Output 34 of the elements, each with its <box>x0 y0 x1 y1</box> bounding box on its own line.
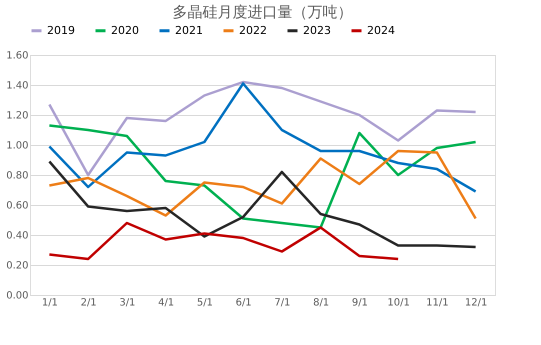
x-tick-label: 4/1 <box>158 298 174 308</box>
line-series <box>48 222 400 260</box>
legend-label: 2022 <box>239 24 267 37</box>
x-tick-label: 8/1 <box>313 298 330 308</box>
y-tick-label: 0.00 <box>6 290 28 302</box>
line-series <box>48 160 477 248</box>
line-series <box>48 82 477 193</box>
y-tick-label: 0.60 <box>6 200 28 212</box>
y-tick-label: 1.40 <box>6 80 28 92</box>
y-tick-label: 1.20 <box>6 110 28 122</box>
y-tick-label: 1.00 <box>6 140 28 152</box>
legend-label: 2023 <box>303 24 331 37</box>
x-tick-label: 3/1 <box>119 298 136 308</box>
line-series <box>48 80 477 176</box>
x-tick-label: 6/1 <box>236 298 252 308</box>
legend-label: 2020 <box>111 24 139 37</box>
y-tick-label: 1.60 <box>6 50 28 62</box>
x-tick-label: 9/1 <box>352 298 368 308</box>
y-tick-label: 0.80 <box>6 170 28 182</box>
x-tick-label: 12/1 <box>464 298 488 308</box>
legend-label: 2024 <box>367 24 395 37</box>
y-tick-label: 0.20 <box>6 260 28 272</box>
line-series <box>48 124 477 229</box>
chart-title: 多晶硅月度进口量（万吨） <box>172 3 352 21</box>
x-tick-label: 1/1 <box>42 298 58 308</box>
y-tick-label: 0.40 <box>6 230 28 242</box>
x-tick-label: 11/1 <box>426 298 449 308</box>
x-tick-label: 2/1 <box>80 298 97 308</box>
x-tick-label: 7/1 <box>274 298 290 308</box>
legend-label: 2019 <box>47 24 75 37</box>
x-tick-label: 5/1 <box>196 298 213 308</box>
legend-label: 2021 <box>175 24 203 37</box>
line-series <box>48 150 477 220</box>
x-tick-label: 10/1 <box>387 298 410 308</box>
